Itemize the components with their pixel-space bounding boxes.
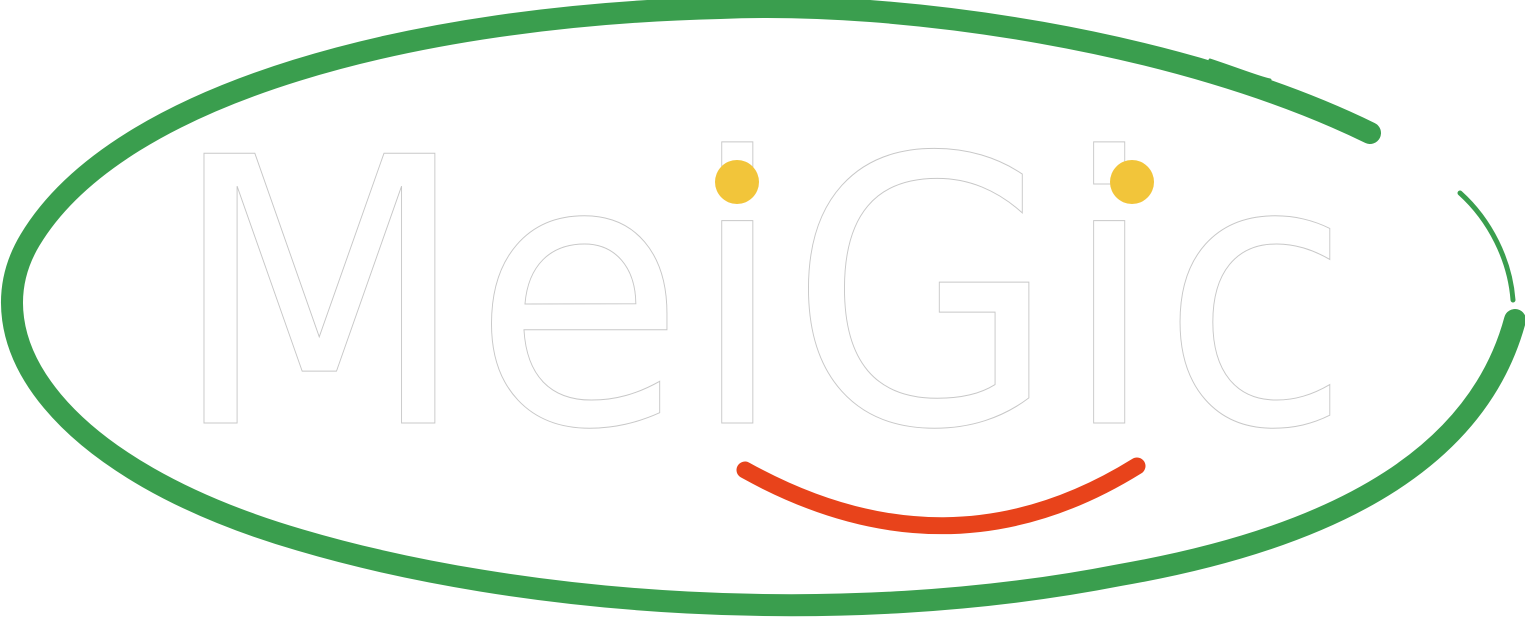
ring-brush-stroke-1 (448, 7, 1132, 47)
smile-curve (736, 457, 1146, 535)
wordmark-text: MeiGic (170, 81, 1355, 511)
ring-brush-stroke-2 (1038, 33, 1332, 107)
ring-brush-stroke-4 (1208, 58, 1272, 82)
i-dot-left (715, 160, 759, 204)
i-dot-right (1110, 160, 1154, 204)
ring-brush-stroke-3 (1457, 190, 1516, 303)
